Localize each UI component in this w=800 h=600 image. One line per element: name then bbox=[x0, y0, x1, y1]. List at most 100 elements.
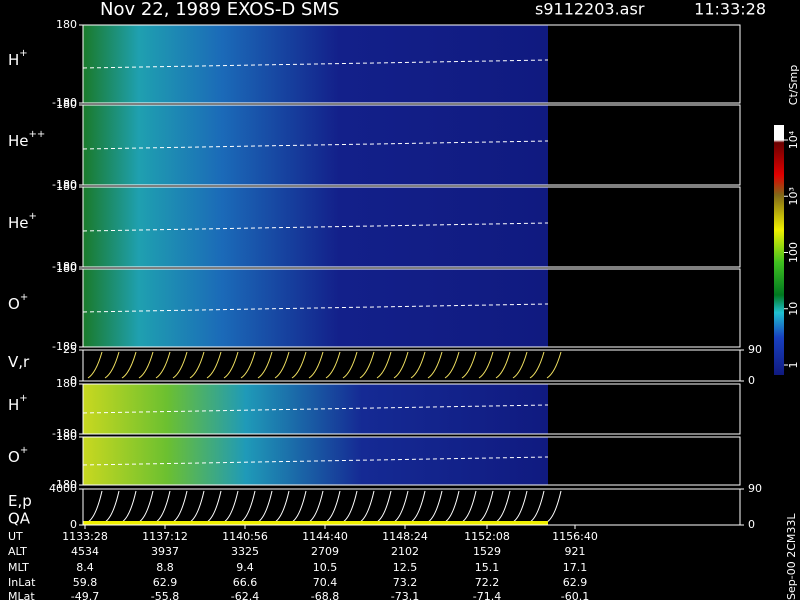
colorbar-tick-label: 10 bbox=[787, 302, 800, 316]
cell: 59.8 bbox=[73, 576, 98, 589]
sweep bbox=[172, 490, 188, 523]
sweep bbox=[410, 351, 426, 379]
sweep bbox=[240, 490, 256, 523]
panel-frame bbox=[82, 268, 741, 348]
sweep bbox=[529, 490, 545, 523]
y-tick-label: 180 bbox=[56, 180, 77, 193]
sweep bbox=[359, 351, 375, 379]
colorbar-tick-label: 1 bbox=[787, 362, 800, 369]
y-tick-label: -180 bbox=[52, 340, 77, 353]
panel-frame bbox=[82, 186, 741, 268]
panel-label-sup: + bbox=[20, 445, 28, 456]
cell: 1152:08 bbox=[464, 530, 510, 543]
panel-label: H+ bbox=[8, 48, 28, 69]
y-tick-label: 180 bbox=[56, 430, 77, 443]
trace bbox=[82, 404, 549, 414]
sweep bbox=[444, 351, 460, 379]
sweep bbox=[427, 351, 443, 379]
cell: 15.1 bbox=[475, 561, 500, 574]
panel-label-text: He bbox=[8, 132, 29, 150]
sweep bbox=[189, 490, 205, 523]
cell: 1133:28 bbox=[62, 530, 108, 543]
sweep bbox=[155, 351, 171, 379]
y-tick-label: 180 bbox=[56, 98, 77, 111]
panel-label: H+ bbox=[8, 393, 28, 414]
y-tick-label: -180 bbox=[52, 96, 77, 109]
sweep bbox=[342, 351, 358, 379]
sweep bbox=[189, 351, 205, 379]
sweep bbox=[121, 490, 137, 523]
sweep bbox=[223, 351, 239, 379]
sweep bbox=[291, 490, 307, 523]
cell: 3325 bbox=[231, 545, 259, 558]
cell: 10.5 bbox=[313, 561, 338, 574]
colorbar-tick-label: 100 bbox=[787, 242, 800, 263]
panel-label-sup: + bbox=[29, 211, 37, 222]
cell: 62.9 bbox=[153, 576, 178, 589]
panel-label-text: H bbox=[8, 396, 19, 414]
panel-label: O+ bbox=[8, 445, 28, 466]
panel-frame bbox=[82, 383, 741, 435]
cell: 66.6 bbox=[233, 576, 258, 589]
panel-label-2: QA bbox=[8, 510, 31, 528]
colorbar bbox=[774, 125, 784, 375]
sweep bbox=[87, 351, 103, 379]
panel-label-text: H bbox=[8, 51, 19, 69]
y2-tick-label: 90 bbox=[748, 482, 762, 495]
cell: 17.1 bbox=[563, 561, 588, 574]
sweep bbox=[478, 351, 494, 379]
sweep bbox=[461, 490, 477, 523]
sweep bbox=[308, 351, 324, 379]
panel-frame bbox=[82, 488, 741, 526]
cell: 1137:12 bbox=[142, 530, 188, 543]
cell: 1156:40 bbox=[552, 530, 598, 543]
sweep bbox=[512, 490, 528, 523]
sweep bbox=[444, 490, 460, 523]
sweep bbox=[376, 351, 392, 379]
panel-label: He+ bbox=[8, 211, 37, 232]
sweep bbox=[495, 490, 511, 523]
y-tick-label: 180 bbox=[56, 18, 77, 31]
cell: 1529 bbox=[473, 545, 501, 558]
cell: 8.8 bbox=[156, 561, 174, 574]
sweep bbox=[325, 490, 341, 523]
colorbar-label: Ct/Smp bbox=[787, 65, 800, 105]
panel-label-text: V,r bbox=[8, 353, 30, 371]
cell: 1140:56 bbox=[222, 530, 268, 543]
panel-frame bbox=[82, 104, 741, 186]
cell: 12.5 bbox=[393, 561, 418, 574]
cell: 921 bbox=[565, 545, 586, 558]
sweep bbox=[325, 351, 341, 379]
cell: -60.1 bbox=[561, 590, 589, 600]
y2-tick-label: 0 bbox=[748, 374, 755, 387]
sweep bbox=[104, 490, 120, 523]
panel-label: E,p bbox=[8, 492, 32, 510]
panel-label-sup: + bbox=[19, 48, 27, 59]
row-label: UT bbox=[8, 530, 23, 543]
sweep bbox=[342, 490, 358, 523]
panel-label-sup: + bbox=[19, 393, 27, 404]
file-time: 11:33:28 bbox=[694, 0, 766, 19]
sweep bbox=[291, 351, 307, 379]
y-tick-label: 180 bbox=[56, 377, 77, 390]
panel-label: O+ bbox=[8, 292, 28, 313]
panel-frame bbox=[82, 24, 741, 104]
panel-label-text: He bbox=[8, 214, 29, 232]
file-name: s9112203.asr bbox=[535, 0, 645, 19]
sweep bbox=[206, 490, 222, 523]
trace bbox=[82, 222, 549, 232]
sweep bbox=[274, 490, 290, 523]
trace bbox=[82, 456, 549, 466]
cell: 73.2 bbox=[393, 576, 418, 589]
cell: 9.4 bbox=[236, 561, 254, 574]
sweep bbox=[87, 490, 103, 523]
cell: 2102 bbox=[391, 545, 419, 558]
sweep bbox=[393, 351, 409, 379]
sweep bbox=[376, 490, 392, 523]
sweep bbox=[274, 351, 290, 379]
y-tick-label: 180 bbox=[56, 262, 77, 275]
footer: Sep-00 2CM33L bbox=[785, 513, 798, 600]
row-label: MLT bbox=[8, 561, 29, 574]
cell: 1144:40 bbox=[302, 530, 348, 543]
